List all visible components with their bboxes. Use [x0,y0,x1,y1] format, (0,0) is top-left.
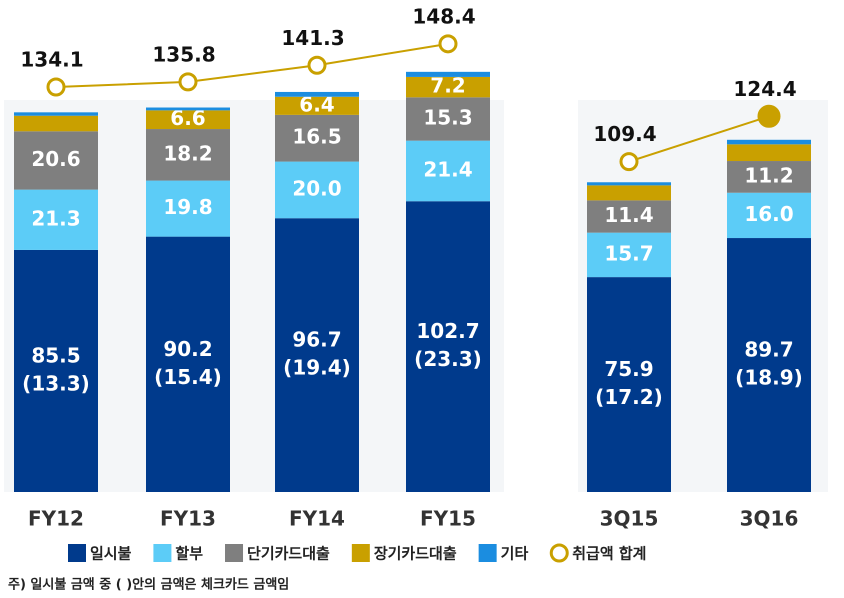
bar-segment [146,180,230,237]
data-label: 15.3 [423,105,472,129]
bar-segment [146,107,230,111]
x-tick-label: FY14 [289,507,345,531]
data-label: 85.5 [31,343,80,367]
bar-segment [146,236,230,492]
check-card-label: (13.3) [22,371,90,395]
check-card-label: (23.3) [414,347,482,371]
data-label: 18.2 [163,141,212,165]
total-marker [307,55,327,75]
total-label: 124.4 [733,77,796,101]
bar-segment [14,131,98,190]
bar-segment [727,192,811,239]
data-label: 21.3 [31,206,80,230]
total-label: 134.1 [20,48,83,72]
bar-segment [727,238,811,492]
x-tick-label: 3Q16 [740,507,799,531]
x-tick-label: FY15 [420,507,476,531]
legend-label: 할부 [175,545,203,563]
total-marker [46,77,66,97]
data-label: 20.0 [292,176,341,200]
data-label: 15.7 [604,241,653,265]
legend-label: 일시불 [90,545,132,563]
data-label: 16.0 [744,202,793,226]
legend-swatch [68,544,86,562]
bar-segment [406,201,490,492]
bar-segment [406,71,490,77]
legend-swatch [478,544,497,562]
data-label: 90.2 [163,337,212,361]
total-label: 148.4 [412,4,475,28]
bar-segment [587,232,671,278]
bar-segment [14,249,98,492]
legend-swatch [225,544,244,562]
bar-segment [587,185,671,201]
bar-segment [146,110,230,130]
total-label: 135.8 [152,42,215,66]
legend-swatch [351,544,370,562]
bar-segment [406,97,490,141]
bar-segment [14,189,98,250]
data-label: 102.7 [416,319,479,343]
bar-segment [587,200,671,233]
data-label: 7.2 [430,74,465,98]
bar-segment [406,76,490,98]
x-tick-label: FY13 [160,507,216,531]
total-marker [757,104,781,128]
bar-segment [727,144,811,162]
data-label: 21.4 [423,157,472,181]
data-label: 75.9 [604,357,653,381]
total-marker [619,152,639,172]
total-label: 109.4 [593,122,656,146]
total-line [55,42,449,89]
data-label: 19.8 [163,195,212,219]
legend-label: 기타 [501,545,529,563]
total-line [628,115,770,163]
data-label: 11.2 [744,163,793,187]
check-card-label: (17.2) [595,385,663,409]
data-label: 20.6 [31,147,80,171]
legend-swatch [153,544,172,562]
check-card-label: (19.4) [283,356,351,380]
total-marker [438,34,458,54]
total-marker [178,72,198,92]
bar-segment [587,182,671,186]
bar-segment [727,161,811,193]
bar-segment [14,112,98,116]
data-label: 11.4 [604,203,653,227]
bar-segment [275,161,359,219]
bar-segment [587,277,671,492]
check-card-label: (18.9) [735,366,803,390]
legend-marker [549,543,569,563]
bar-segment [406,140,490,202]
legend-label: 단기카드대출 [247,545,330,563]
data-label: 96.7 [292,328,341,352]
data-label: 89.7 [744,338,793,362]
x-tick-label: FY12 [28,507,84,531]
bar-segment [146,129,230,181]
legend-label: 취급액 합계 [572,545,646,563]
legend-label: 장기카드대출 [374,545,457,563]
bar-segment [275,91,359,97]
total-label: 141.3 [281,26,344,50]
bar-segment [275,96,359,115]
x-tick-label: 3Q15 [600,507,659,531]
data-label: 16.5 [292,125,341,149]
check-card-label: (15.4) [154,365,222,389]
bar-segment [14,115,98,132]
bar-segment [275,114,359,162]
bar-segment [275,218,359,492]
bar-segment [727,139,811,145]
footnote: 주) 일시불 금액 중 ( )안의 금액은 체크카드 금액임 [8,577,289,593]
